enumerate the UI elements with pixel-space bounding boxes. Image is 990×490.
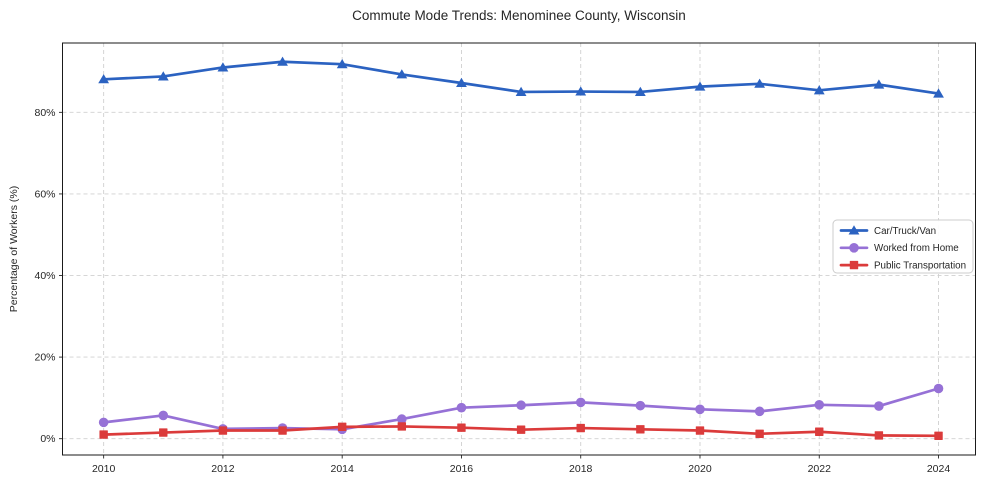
legend-swatch-marker xyxy=(848,225,860,235)
series-marker-car-truck-van xyxy=(157,71,169,81)
series-marker-worked-from-home xyxy=(874,401,884,411)
x-tick-label: 2020 xyxy=(688,463,712,475)
y-tick-label: 20% xyxy=(34,352,55,364)
series-marker-public-transportation xyxy=(576,423,585,433)
series-marker-public-transportation xyxy=(397,422,407,431)
y-axis-label: Percentage of Workers (%) xyxy=(8,186,20,312)
series-public-transportation xyxy=(99,422,943,441)
series-marker-car-truck-van xyxy=(813,85,825,95)
series-marker-car-truck-van xyxy=(634,86,646,96)
legend-item-car-truck-van: Car/Truck/Van xyxy=(839,225,936,237)
legend: Car/Truck/Van Worked from Home Public Tran… xyxy=(832,219,974,274)
series-marker-public-transportation xyxy=(934,431,943,441)
series-marker-public-transportation xyxy=(218,426,228,435)
series-marker-public-transportation xyxy=(457,423,466,432)
plot-background xyxy=(62,43,976,455)
series-marker-public-transportation xyxy=(159,428,168,437)
series-marker-public-transportation xyxy=(874,431,884,440)
series-marker-car-truck-van xyxy=(98,74,110,84)
series-marker-car-truck-van xyxy=(873,79,885,89)
chart-title: Commute Mode Trends: Menominee County, W… xyxy=(352,8,686,23)
series-marker-worked-from-home xyxy=(933,383,944,394)
series-marker-car-truck-van xyxy=(575,86,587,96)
y-tick-label: 80% xyxy=(34,107,55,119)
series-marker-worked-from-home xyxy=(635,400,646,411)
x-tick-label: 2010 xyxy=(92,463,116,475)
plot-border xyxy=(62,42,976,456)
legend-item-public-transportation: Public Transportation xyxy=(839,260,966,272)
series-marker-public-transportation xyxy=(636,425,645,434)
series-marker-car-truck-van xyxy=(217,62,229,72)
series-marker-public-transportation xyxy=(99,430,108,439)
series-marker-car-truck-van xyxy=(277,56,288,66)
series-marker-worked-from-home xyxy=(814,400,825,410)
series-marker-worked-from-home xyxy=(754,406,765,417)
y-tick-label: 40% xyxy=(34,270,55,282)
y-tick-label: 60% xyxy=(34,188,55,200)
legend-item-worked-from-home: Worked from Home xyxy=(839,243,959,254)
series-marker-public-transportation xyxy=(815,427,824,436)
series-marker-car-truck-van xyxy=(456,77,467,87)
x-tick-label: 2012 xyxy=(211,463,235,475)
series-marker-public-transportation xyxy=(695,426,705,435)
x-tick-label: 2014 xyxy=(331,463,355,475)
legend-label: Car/Truck/Van xyxy=(874,226,936,237)
series-marker-worked-from-home xyxy=(575,397,586,408)
legend-label: Worked from Home xyxy=(874,243,959,254)
legend-swatch-marker xyxy=(849,260,859,270)
series-marker-car-truck-van xyxy=(515,86,527,96)
series-marker-worked-from-home xyxy=(158,410,169,421)
series-marker-car-truck-van xyxy=(396,69,408,79)
y-tick-label: 0% xyxy=(40,433,55,445)
series-marker-worked-from-home xyxy=(695,404,705,415)
series-marker-public-transportation xyxy=(755,429,764,438)
series-marker-public-transportation xyxy=(278,426,287,435)
series-marker-public-transportation xyxy=(516,425,526,434)
x-tick-label: 2024 xyxy=(927,463,951,475)
x-tick-label: 2018 xyxy=(569,463,593,475)
series-marker-worked-from-home xyxy=(456,402,467,413)
plot-area: 2010 2012 2014 2016 2018 2020 2022 2024 0% 20% 40%… xyxy=(34,42,976,475)
series-marker-worked-from-home xyxy=(98,417,109,428)
series-marker-public-transportation xyxy=(337,422,347,432)
legend-label: Public Transportation xyxy=(874,261,966,272)
legend-swatch-marker xyxy=(849,243,859,253)
series-marker-worked-from-home xyxy=(516,400,526,411)
series-marker-car-truck-van xyxy=(336,59,348,69)
legend-box xyxy=(832,219,974,274)
series-marker-car-truck-van xyxy=(933,88,944,98)
series-car-truck-van xyxy=(98,56,944,98)
x-tick-label: 2022 xyxy=(808,463,832,475)
series-marker-car-truck-van xyxy=(694,81,706,91)
series-marker-car-truck-van xyxy=(754,78,766,88)
x-tick-label: 2016 xyxy=(450,463,474,475)
series-marker-worked-from-home xyxy=(397,414,407,424)
